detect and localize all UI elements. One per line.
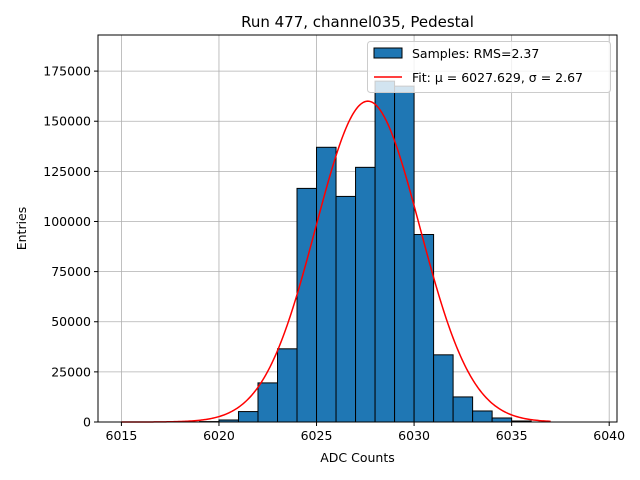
- histogram-bar: [433, 354, 454, 423]
- histogram-bar: [472, 410, 493, 423]
- x-tick-label: 6020: [203, 428, 235, 443]
- histogram-bar: [355, 166, 376, 423]
- y-tick-label: 175000: [43, 64, 91, 79]
- y-tick-label: 75000: [51, 264, 91, 279]
- x-tick-label: 6035: [496, 428, 528, 443]
- histogram-bar: [237, 411, 259, 423]
- y-axis-label: Entries: [14, 207, 29, 251]
- x-tick-label: 6040: [593, 428, 625, 443]
- histogram-bar: [413, 234, 435, 423]
- y-tick-label: 50000: [51, 314, 91, 329]
- legend-samples-label: Samples: RMS=2.37: [412, 46, 539, 61]
- axes-frame: [97, 34, 618, 423]
- ticks-layer: 6015 6020 6025 6030 6035 6040 0 25000 50000 75000…: [43, 64, 625, 443]
- histogram-bar: [394, 85, 415, 423]
- histogram-bar: [257, 382, 279, 423]
- histogram-bar: [452, 396, 474, 423]
- y-tick-label: 150000: [43, 114, 91, 129]
- chart-title: Run 477, channel035, Pedestal: [241, 13, 474, 31]
- x-axis-label: ADC Counts: [320, 450, 395, 465]
- legend-samples-swatch: [373, 47, 403, 59]
- legend-fit-label: Fit: μ = 6027.629, σ = 2.67: [412, 70, 583, 85]
- fit-layer: [121, 100, 551, 423]
- fit-curve: [121, 100, 551, 423]
- y-tick-label: 0: [83, 415, 91, 430]
- x-tick-label: 6015: [106, 428, 138, 443]
- legend: Samples: RMS=2.37 Fit: μ = 6027.629, σ =…: [367, 41, 611, 93]
- y-tick-label: 125000: [43, 164, 91, 179]
- x-tick-label: 6025: [301, 428, 333, 443]
- histogram-bar: [296, 187, 318, 423]
- y-tick-label: 25000: [51, 364, 91, 379]
- x-tick-label: 6030: [398, 428, 430, 443]
- histogram-bar: [491, 417, 513, 423]
- y-tick-label: 100000: [43, 214, 91, 229]
- histogram-bar: [277, 348, 298, 423]
- legend-box: [367, 41, 611, 93]
- bars-layer: [198, 80, 532, 423]
- histogram-bar: [335, 195, 357, 423]
